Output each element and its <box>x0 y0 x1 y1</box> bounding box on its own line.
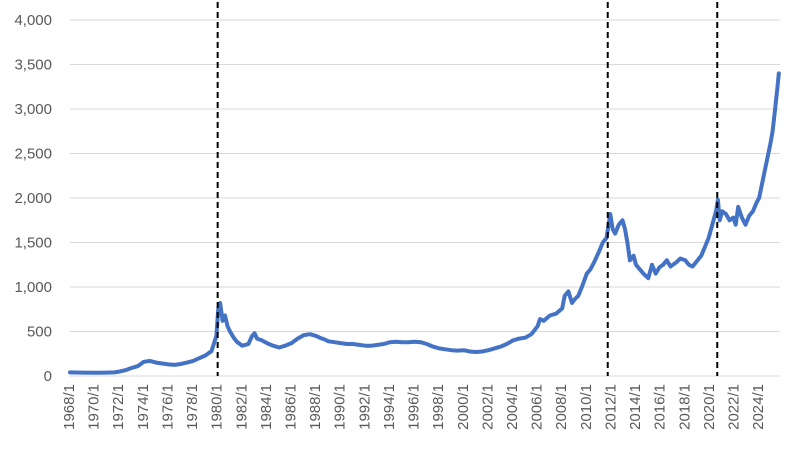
x-tick-label: 2014/1 <box>627 384 644 430</box>
y-tick-label: 4,000 <box>14 12 52 29</box>
x-tick-label: 1968/1 <box>61 384 78 430</box>
x-tick-label: 2004/1 <box>504 384 521 430</box>
x-tick-label: 1982/1 <box>233 384 250 430</box>
y-tick-label: 500 <box>27 324 52 341</box>
x-axis: 1968/1 1970/1 1972/1 1974/1 1976/1 1978/1 1980… <box>61 384 767 430</box>
gridlines <box>70 19 780 377</box>
x-tick-label: 1972/1 <box>110 384 127 430</box>
x-tick-label: 1990/1 <box>332 384 349 430</box>
x-tick-label: 1984/1 <box>258 384 275 430</box>
x-tick-label: 2016/1 <box>652 384 669 430</box>
y-tick-label: 0 <box>44 368 52 385</box>
x-tick-label: 1970/1 <box>86 384 103 430</box>
vertical-markers <box>216 2 719 376</box>
x-tick-label: 1986/1 <box>282 384 299 430</box>
x-tick-label: 1976/1 <box>159 384 176 430</box>
series-group <box>68 71 781 375</box>
x-tick-label: 2012/1 <box>602 384 619 430</box>
series-line <box>68 71 781 375</box>
x-tick-label: 2008/1 <box>553 384 570 430</box>
x-tick-label: 1992/1 <box>356 384 373 430</box>
x-tick-label: 2018/1 <box>676 384 693 430</box>
x-tick-label: 2022/1 <box>725 384 742 430</box>
y-tick-label: 1,000 <box>14 279 52 296</box>
y-tick-label: 2,500 <box>14 146 52 163</box>
x-tick-label: 2002/1 <box>479 384 496 430</box>
x-tick-label: 1978/1 <box>184 384 201 430</box>
y-tick-label: 2,000 <box>14 190 52 207</box>
x-tick-label: 2000/1 <box>455 384 472 430</box>
x-tick-label: 2006/1 <box>529 384 546 430</box>
x-tick-label: 1980/1 <box>209 384 226 430</box>
y-tick-label: 1,500 <box>14 235 52 252</box>
y-tick-label: 3,000 <box>14 101 52 118</box>
x-tick-label: 2020/1 <box>701 384 718 430</box>
y-tick-label: 3,500 <box>14 57 52 74</box>
y-axis: 0 500 1,000 1,500 2,000 2,500 3,000 3,500 4,000 <box>14 12 52 385</box>
x-tick-label: 2024/1 <box>750 384 767 430</box>
x-tick-label: 1974/1 <box>135 384 152 430</box>
x-tick-label: 1994/1 <box>381 384 398 430</box>
x-tick-label: 1996/1 <box>406 384 423 430</box>
x-tick-label: 1998/1 <box>430 384 447 430</box>
x-tick-label: 2010/1 <box>578 384 595 430</box>
x-tick-label: 1988/1 <box>307 384 324 430</box>
